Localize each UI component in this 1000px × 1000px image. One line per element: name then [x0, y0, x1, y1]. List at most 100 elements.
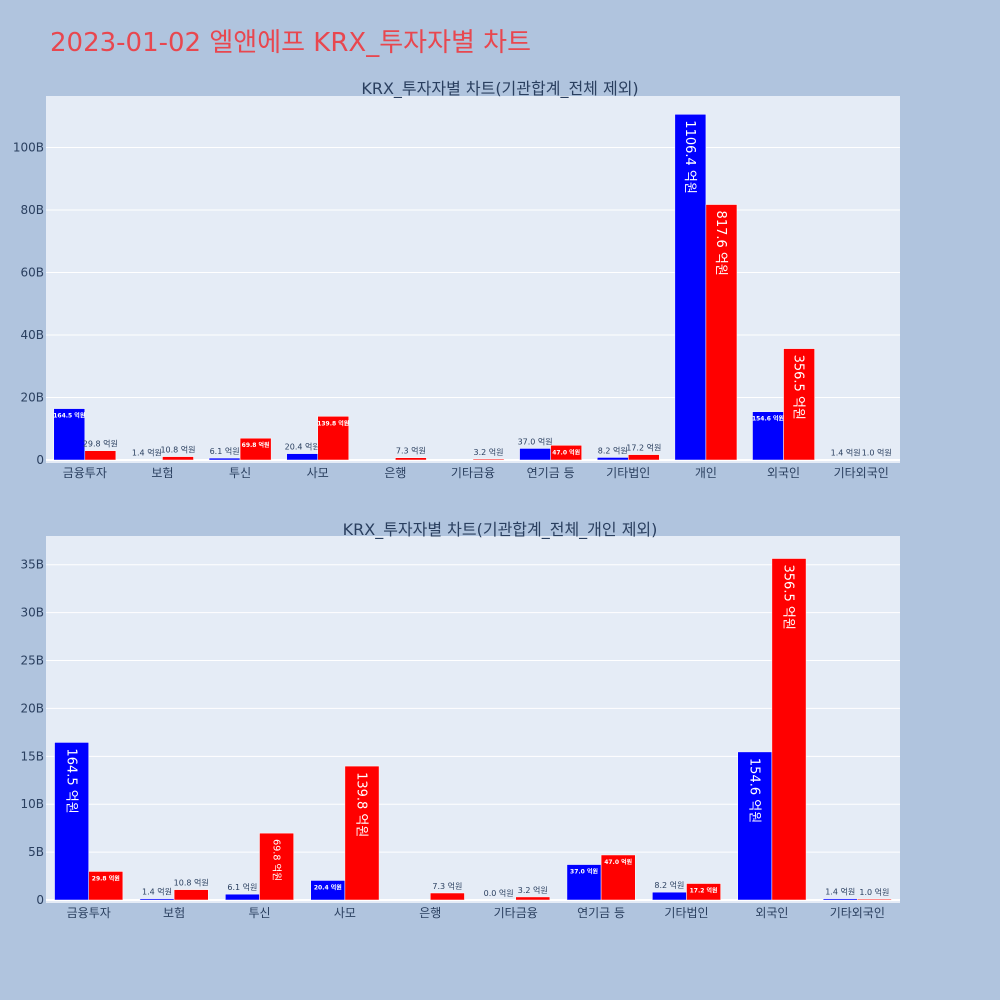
bar: [430, 892, 465, 901]
data-label: 37.0 억원: [570, 868, 598, 876]
x-tick-label: 금융투자: [63, 466, 107, 480]
data-label: 7.3 억원: [432, 881, 462, 891]
bar: [652, 891, 687, 901]
data-label: 20.4 억원: [285, 442, 320, 452]
bar: [208, 457, 241, 461]
data-label: 1.4 억원: [132, 448, 162, 458]
y-tick-label: 10B: [20, 797, 44, 811]
x-tick-label: 개인: [695, 466, 717, 480]
data-label: 817.6 억원: [713, 211, 728, 276]
data-label: 10.8 억원: [160, 445, 195, 455]
x-tick-label: 기타금융: [451, 466, 495, 480]
data-label: 7.3 억원: [396, 446, 426, 456]
data-label: 1.0 억원: [859, 887, 889, 897]
x-tick-label: 은행: [384, 465, 406, 480]
data-label: 17.2 억원: [690, 887, 718, 895]
bar: [225, 893, 260, 901]
plot-area: [46, 96, 900, 463]
bar: [54, 742, 89, 901]
data-label: 47.0 억원: [552, 448, 580, 456]
page-title: 2023-01-02 엘앤에프 KRX_투자자별 차트: [50, 28, 532, 58]
y-tick-label: 20B: [20, 391, 44, 405]
bar: [783, 348, 815, 461]
y-tick-label: 0: [36, 893, 44, 907]
chart-title: KRX_투자자별 차트(기관합계_전체 제외): [361, 79, 638, 99]
bar: [239, 437, 272, 461]
bar: [344, 765, 380, 901]
data-label: 47.0 억원: [604, 858, 632, 866]
bar: [566, 864, 602, 901]
bar: [162, 456, 194, 461]
data-label: 164.5 억원: [63, 748, 78, 813]
bar: [674, 114, 707, 461]
bar: [317, 416, 350, 461]
x-tick-label: 기타외국인: [834, 466, 889, 480]
data-label: 154.6 억원: [746, 758, 761, 823]
y-tick-label: 15B: [20, 749, 44, 763]
bar: [550, 445, 582, 461]
data-label: 1.4 억원: [831, 448, 861, 458]
x-tick-label: 외국인: [755, 906, 788, 920]
bar: [628, 454, 660, 461]
bar: [771, 558, 807, 901]
data-label: 139.8 억원: [354, 772, 369, 837]
y-tick-label: 5B: [28, 845, 44, 859]
data-label: 3.2 억원: [518, 885, 548, 895]
x-tick-label: 사모: [334, 906, 356, 920]
bar: [705, 204, 738, 461]
data-label: 8.2 억원: [654, 880, 684, 890]
bar: [515, 896, 551, 901]
bar: [84, 450, 117, 461]
data-label: 1.0 억원: [862, 448, 892, 458]
data-label: 1.4 억원: [825, 887, 855, 897]
y-tick-label: 100B: [13, 141, 44, 155]
bar: [173, 889, 209, 901]
y-tick-label: 40B: [20, 328, 44, 342]
bar: [686, 883, 721, 901]
bar: [53, 408, 86, 461]
data-label: 29.8 억원: [83, 439, 118, 449]
data-label: 20.4 억원: [314, 883, 342, 891]
data-label: 6.1 억원: [227, 882, 257, 892]
bar: [259, 832, 294, 901]
bar: [752, 411, 784, 461]
data-label: 1106.4 억원: [682, 120, 697, 194]
bar: [88, 871, 124, 901]
bar: [472, 458, 505, 461]
bar: [286, 453, 318, 461]
y-tick-label: 20B: [20, 701, 44, 715]
x-tick-label: 기타법인: [664, 906, 708, 920]
data-label: 37.0 억원: [518, 436, 553, 446]
data-label: 164.5 억원: [53, 412, 85, 420]
y-tick-label: 60B: [20, 266, 44, 280]
chart-panel-top: KRX_투자자별 차트(기관합계_전체 제외) 0 20B 40B 60B 80B 100B…: [13, 79, 900, 480]
data-label: 69.8 억원: [270, 839, 282, 881]
data-label: 17.2 억원: [626, 443, 661, 453]
data-label: 8.2 억원: [598, 445, 628, 455]
x-tick-label: 외국인: [767, 466, 800, 480]
x-tick-label: 기타금융: [494, 906, 538, 920]
data-label: 356.5 억원: [791, 355, 806, 420]
x-tick-label: 연기금 등: [527, 466, 575, 480]
bar: [822, 898, 858, 901]
chart-panel-bottom: KRX_투자자별 차트(기관합계_전체_개인 제외) 0 5B 10B 15B 20B 25…: [20, 520, 900, 920]
data-label: 139.8 억원: [317, 419, 349, 427]
bar: [857, 898, 892, 901]
x-tick-label: 기타법인: [606, 466, 650, 480]
x-tick-label: 사모: [307, 466, 329, 480]
y-tick-label: 80B: [20, 203, 44, 217]
x-tick-label: 투신: [229, 466, 251, 480]
chart-title: KRX_투자자별 차트(기관합계_전체_개인 제외): [343, 520, 658, 540]
y-tick-label: 0: [36, 453, 44, 467]
x-tick-label: 은행: [419, 905, 441, 920]
y-tick-label: 35B: [20, 558, 44, 572]
y-tick-label: 25B: [20, 654, 44, 668]
x-tick-label: 보험: [163, 906, 185, 920]
bar: [519, 448, 551, 461]
x-tick-label: 기타외국인: [830, 906, 885, 920]
data-label: 6.1 억원: [210, 446, 240, 456]
x-tick-label: 보험: [151, 466, 173, 480]
x-tick-label: 연기금 등: [577, 906, 625, 920]
data-label: 154.6 억원: [752, 415, 784, 423]
